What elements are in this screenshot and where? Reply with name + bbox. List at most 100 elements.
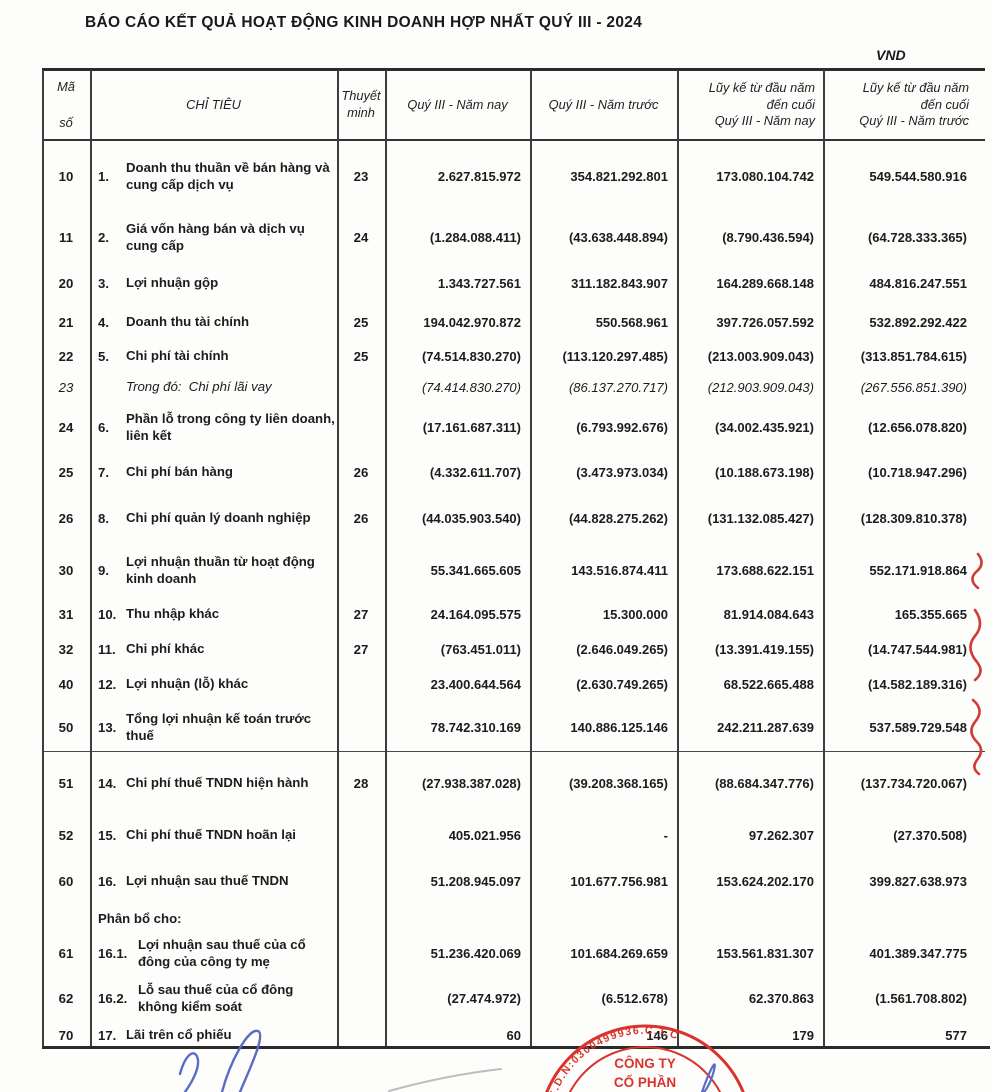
table-row: 60 16. Lợi nhuận sau thuế TNDN 51.208.945.0… bbox=[42, 856, 985, 906]
cell-ytd-prev: (313.851.784.615) bbox=[860, 348, 967, 364]
cell-q3-prev: (44.828.275.262) bbox=[568, 510, 668, 526]
row-number: 1. bbox=[98, 168, 109, 184]
cell-ytd-prev: (64.728.333.365) bbox=[867, 229, 967, 245]
cell-chi-tieu: 16. Lợi nhuận sau thuế TNDN bbox=[90, 856, 337, 906]
cell-q3-prev: 550.568.961 bbox=[595, 314, 668, 330]
cell-q3-now: (27.474.972) bbox=[447, 990, 521, 1006]
row-label: Phần lỗ trong công ty liên doanh, liên k… bbox=[126, 410, 335, 443]
cell-ma-so: 26 bbox=[58, 510, 74, 526]
cell-ytd-now: 173.688.622.151 bbox=[716, 562, 814, 578]
col-header-thuyet-minh: Thuyết minh bbox=[341, 88, 381, 120]
row-number: 13. bbox=[98, 719, 117, 735]
cell-ytd-prev: 484.816.247.551 bbox=[869, 275, 967, 291]
table-header-border bbox=[42, 139, 985, 141]
cell-ytd-now: (10.188.673.198) bbox=[714, 464, 814, 480]
row-label: Lỗ sau thuế của cổ đông không kiểm soát bbox=[138, 981, 294, 1014]
cell-chi-tieu: 6. Phần lỗ trong công ty liên doanh, liên… bbox=[90, 402, 337, 452]
cell-thuyet-minh bbox=[337, 932, 385, 974]
cell-q3-now: 51.208.945.097 bbox=[430, 873, 521, 889]
cell-chi-tieu: 15. Chi phí thuế TNDN hoãn lại bbox=[90, 814, 337, 856]
cell-ytd-prev: (12.656.078.820) bbox=[867, 419, 967, 435]
cell-ytd-prev bbox=[823, 906, 985, 932]
cell-ma-so: 11 bbox=[59, 229, 73, 245]
stamp-line2: CỔ PHẦN bbox=[614, 1075, 676, 1090]
cell-q3-prev: 15.300.000 bbox=[602, 606, 668, 622]
cell-q3-now: 24.164.095.575 bbox=[430, 606, 521, 622]
cell-ytd-prev: (1.561.708.802) bbox=[875, 990, 967, 1006]
cell-chi-tieu: 14. Chi phí thuế TNDN hiện hành bbox=[90, 752, 337, 814]
cell-thuyet-minh: 28 bbox=[353, 775, 369, 791]
cell-ytd-prev: (14.747.544.981) bbox=[867, 641, 967, 657]
row-number: 5. bbox=[98, 348, 109, 364]
row-label: Chi phí bán hàng bbox=[126, 464, 233, 480]
table-row: 32 11. Chi phí khác 27 (763.451.011) (2.646.0… bbox=[42, 632, 985, 666]
cell-q3-prev: (39.208.368.165) bbox=[568, 775, 668, 791]
cell-ytd-now: (34.002.435.921) bbox=[714, 419, 814, 435]
cell-ytd-prev: 577 bbox=[945, 1027, 967, 1043]
table-row: 24 6. Phần lỗ trong công ty liên doanh, li… bbox=[42, 402, 985, 452]
income-statement-table: Mã số CHỈ TIÊU Thuyết minh Quý III - Năm… bbox=[42, 70, 985, 1048]
col-header-ma-so: Mã số bbox=[42, 70, 90, 140]
cell-chi-tieu: 17. Lãi trên cổ phiếu bbox=[90, 1022, 337, 1048]
pencil-mark bbox=[388, 1068, 502, 1092]
cell-ytd-prev: (137.734.720.067) bbox=[860, 775, 967, 791]
signature-ink-small bbox=[700, 1063, 716, 1092]
report-title: BÁO CÁO KẾT QUẢ HOẠT ĐỘNG KINH DOANH HỢP… bbox=[85, 14, 643, 31]
cell-q3-prev: (86.137.270.717) bbox=[568, 379, 668, 395]
cell-chi-tieu: 10. Thu nhập khác bbox=[90, 596, 337, 632]
cell-q3-now: 405.021.956 bbox=[448, 827, 521, 843]
row-number: 4. bbox=[98, 314, 109, 330]
table-vline bbox=[90, 70, 92, 1046]
col-header-chi-tieu: CHỈ TIÊU bbox=[186, 96, 241, 112]
table-row: 30 9. Lợi nhuận thuần từ hoạt động kinh do… bbox=[42, 544, 985, 596]
cell-ytd-now: (8.790.436.594) bbox=[722, 229, 814, 245]
cell-q3-prev: (113.120.297.485) bbox=[562, 348, 668, 364]
table-row: Phân bổ cho: bbox=[42, 906, 985, 932]
table-row: 26 8. Chi phí quản lý doanh nghiệp 26 (44.03… bbox=[42, 492, 985, 544]
row-label: Doanh thu thuần về bán hàng và cung cấp … bbox=[126, 159, 330, 192]
row-label: Chi phí khác bbox=[126, 641, 205, 657]
table-row: 70 17. Lãi trên cổ phiếu 60 146 179 577 bbox=[42, 1022, 985, 1048]
cell-q3-prev: - bbox=[663, 827, 668, 843]
row-label: Lợi nhuận gộp bbox=[126, 275, 219, 291]
cell-thuyet-minh: 25 bbox=[353, 348, 369, 364]
table-row: 11 2. Giá vốn hàng bán và dịch vụ cung cấp… bbox=[42, 212, 985, 262]
table-section-border bbox=[42, 751, 985, 753]
cell-ma-so: 20 bbox=[58, 275, 74, 291]
cell-q3-now: (17.161.687.311) bbox=[422, 419, 521, 435]
cell-ytd-now: 81.914.084.643 bbox=[723, 606, 814, 622]
cell-ytd-now: 62.370.863 bbox=[748, 990, 814, 1006]
cell-chi-tieu: Phân bổ cho: bbox=[90, 906, 337, 932]
cell-ytd-now: (13.391.419.155) bbox=[714, 641, 814, 657]
row-label: Thu nhập khác bbox=[126, 606, 220, 622]
cell-thuyet-minh: 25 bbox=[353, 314, 369, 330]
table-row: 62 16.2. Lỗ sau thuế của cổ đông không kiể… bbox=[42, 974, 985, 1022]
cell-ytd-now: 164.289.668.148 bbox=[716, 275, 814, 291]
table-row: 50 13. Tổng lợi nhuận kế toán trước thuế 78… bbox=[42, 702, 985, 752]
row-label: Chi phí thuế TNDN hiện hành bbox=[126, 775, 309, 791]
col-header-ytd-prev: Lũy kế từ đầu năm đến cuối Quý III - Năm… bbox=[859, 80, 969, 129]
row-label: Lợi nhuận thuần từ hoạt động kinh doanh bbox=[126, 553, 315, 586]
table-vline bbox=[677, 70, 679, 1046]
table-row: 40 12. Lợi nhuận (lỗ) khác 23.400.644.564 (2… bbox=[42, 666, 985, 702]
cell-thuyet-minh bbox=[337, 666, 385, 702]
cell-chi-tieu: 2. Giá vốn hàng bán và dịch vụ cung cấp bbox=[90, 212, 337, 262]
cell-chi-tieu: 3. Lợi nhuận gộp bbox=[90, 262, 337, 304]
cell-ma-so: 70 bbox=[58, 1027, 74, 1043]
cell-ytd-now: 153.561.831.307 bbox=[716, 945, 814, 961]
cell-q3-now: 2.627.815.972 bbox=[437, 168, 521, 184]
cell-ma-so: 31 bbox=[58, 606, 74, 622]
row-number: 9. bbox=[98, 562, 109, 578]
cell-ma-so: 52 bbox=[58, 827, 74, 843]
row-number: 3. bbox=[98, 275, 109, 291]
cell-ma-so bbox=[42, 906, 90, 932]
cell-ytd-now: 153.624.202.170 bbox=[716, 873, 814, 889]
cell-q3-now: (763.451.011) bbox=[440, 641, 521, 657]
col-header-q3-prev: Quý III - Năm trước bbox=[548, 96, 659, 112]
cell-q3-prev: 101.684.269.659 bbox=[570, 945, 668, 961]
cell-thuyet-minh bbox=[337, 906, 385, 932]
col-header-ma-line1: Mã bbox=[57, 79, 75, 94]
cell-chi-tieu: 11. Chi phí khác bbox=[90, 632, 337, 666]
cell-thuyet-minh: 23 bbox=[353, 168, 369, 184]
